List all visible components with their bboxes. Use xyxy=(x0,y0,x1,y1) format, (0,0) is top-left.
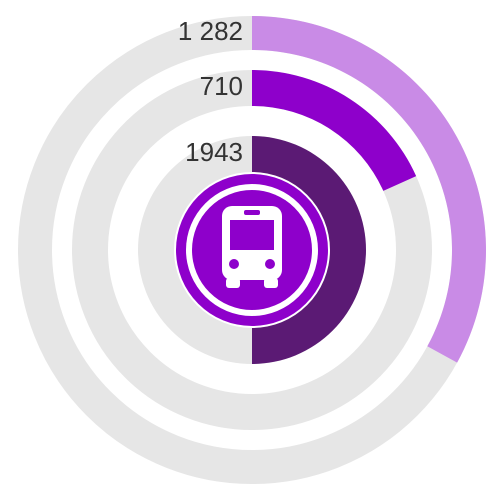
ring-bar xyxy=(252,136,366,364)
ring-bar xyxy=(252,16,487,363)
value-label: 710 xyxy=(200,71,243,101)
value-label: 1943 xyxy=(185,137,243,167)
bus-icon xyxy=(176,174,328,326)
ring-bar xyxy=(252,70,417,191)
value-label: 1 282 xyxy=(178,16,243,46)
rings xyxy=(18,16,487,484)
